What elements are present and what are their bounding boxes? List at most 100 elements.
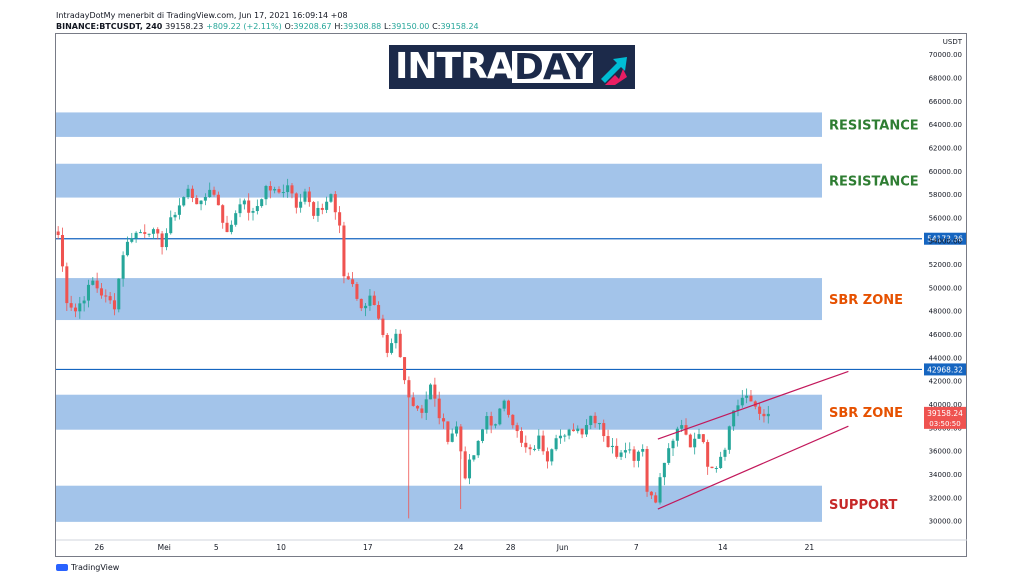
tradingview-icon xyxy=(56,564,68,571)
candle-body xyxy=(156,229,160,234)
candle-body xyxy=(736,405,740,411)
candle-body xyxy=(528,447,532,450)
candle-body xyxy=(576,428,580,432)
x-tick-3: 10 xyxy=(276,543,286,552)
publisher-line: IntradayDotMy menerbit di TradingView.co… xyxy=(56,11,348,20)
candle-body xyxy=(147,233,151,235)
price-change: +809.22 (+2.11%) xyxy=(206,22,282,31)
candle-body xyxy=(108,296,112,301)
candle-body xyxy=(173,214,177,218)
candle-body xyxy=(584,425,588,435)
candle-body xyxy=(238,204,242,214)
candle-body xyxy=(684,425,688,435)
candle-body xyxy=(455,426,459,434)
candle-body xyxy=(732,410,736,427)
high-label: H: xyxy=(334,22,344,31)
candle-body xyxy=(247,200,251,213)
y-tick-20: 70000.00 xyxy=(929,51,962,59)
candle-body xyxy=(680,425,684,429)
candle-body xyxy=(467,459,472,479)
x-tick-1: Mei xyxy=(158,543,171,552)
candle-body xyxy=(351,279,355,285)
level-tag-0 xyxy=(924,232,966,245)
chart-frame[interactable] xyxy=(55,33,967,557)
candle-body xyxy=(78,303,82,312)
y-tick-7: 44000.00 xyxy=(929,354,962,362)
candle-body xyxy=(541,435,545,452)
level-tag-text-1: 42968.32 xyxy=(927,365,963,374)
candle-body xyxy=(182,197,186,206)
candle-body xyxy=(710,466,714,469)
candle-body xyxy=(476,440,480,456)
candle-body xyxy=(73,307,78,312)
candle-body xyxy=(558,435,562,439)
candle-body xyxy=(403,357,407,381)
candle-body xyxy=(151,229,155,234)
low-value: 39150.00 xyxy=(391,22,430,31)
candle-body xyxy=(502,400,506,409)
candle-body xyxy=(60,235,65,267)
tradingview-footer[interactable]: TradingView xyxy=(56,563,119,572)
symbol: BINANCE:BTCUSDT, 240 xyxy=(56,22,163,31)
candle-body xyxy=(329,194,333,202)
candle-body xyxy=(714,468,718,470)
candle-body xyxy=(740,397,744,406)
candle-body xyxy=(134,232,138,239)
candle-body xyxy=(346,276,350,280)
candle-body xyxy=(723,449,727,457)
candle-body xyxy=(208,189,212,197)
logo-text-day: DAY xyxy=(512,47,594,88)
last-price: 39158.23 xyxy=(165,22,204,31)
candle-body xyxy=(662,462,666,478)
candle-body xyxy=(338,212,342,226)
candle-body xyxy=(325,201,329,210)
candle-body xyxy=(671,440,675,449)
countdown-text: 03:50:50 xyxy=(929,420,960,428)
candle-body xyxy=(641,448,645,452)
candle-body xyxy=(602,423,606,437)
candle-body xyxy=(394,333,398,344)
candle-body xyxy=(260,199,264,207)
candle-body xyxy=(606,436,610,448)
candle-body xyxy=(225,222,229,233)
candle-body xyxy=(524,442,528,448)
candle-body xyxy=(242,200,246,205)
candle-body xyxy=(398,333,402,358)
candle-body xyxy=(190,188,194,198)
candle-body xyxy=(567,429,571,436)
y-tick-3: 36000.00 xyxy=(929,448,962,456)
x-tick-8: 7 xyxy=(634,543,639,552)
candle-body xyxy=(589,415,593,426)
candle-body xyxy=(342,225,346,277)
candle-body xyxy=(463,451,467,479)
candle-body xyxy=(251,211,255,213)
candle-body xyxy=(299,201,303,208)
candle-body xyxy=(628,449,632,451)
axis-currency: USDT xyxy=(943,38,963,46)
zone-label-4: SUPPORT xyxy=(829,498,897,513)
last-price-text: 39158.24 xyxy=(927,409,963,418)
candle-body xyxy=(290,185,294,194)
logo-arrows-icon xyxy=(601,57,627,85)
x-tick-9: 14 xyxy=(718,543,728,552)
candle-body xyxy=(623,450,627,453)
candle-body xyxy=(645,448,649,492)
candle-body xyxy=(701,434,705,443)
x-tick-7: Jun xyxy=(556,543,569,552)
candle-body xyxy=(688,434,692,448)
candle-body xyxy=(104,295,108,297)
candle-body xyxy=(364,305,368,309)
candle-body xyxy=(169,217,173,234)
y-tick-8: 46000.00 xyxy=(929,331,962,339)
candle-body xyxy=(91,280,95,285)
candle-body xyxy=(186,188,190,198)
channel-line-upper xyxy=(657,370,849,440)
candle-body xyxy=(485,416,489,430)
level-tag-text-0: 54173.36 xyxy=(927,235,963,244)
x-tick-4: 17 xyxy=(363,543,373,552)
x-tick-10: 21 xyxy=(805,543,815,552)
candle-body xyxy=(381,318,385,335)
candle-body xyxy=(316,207,320,216)
tradingview-label: TradingView xyxy=(71,563,120,572)
